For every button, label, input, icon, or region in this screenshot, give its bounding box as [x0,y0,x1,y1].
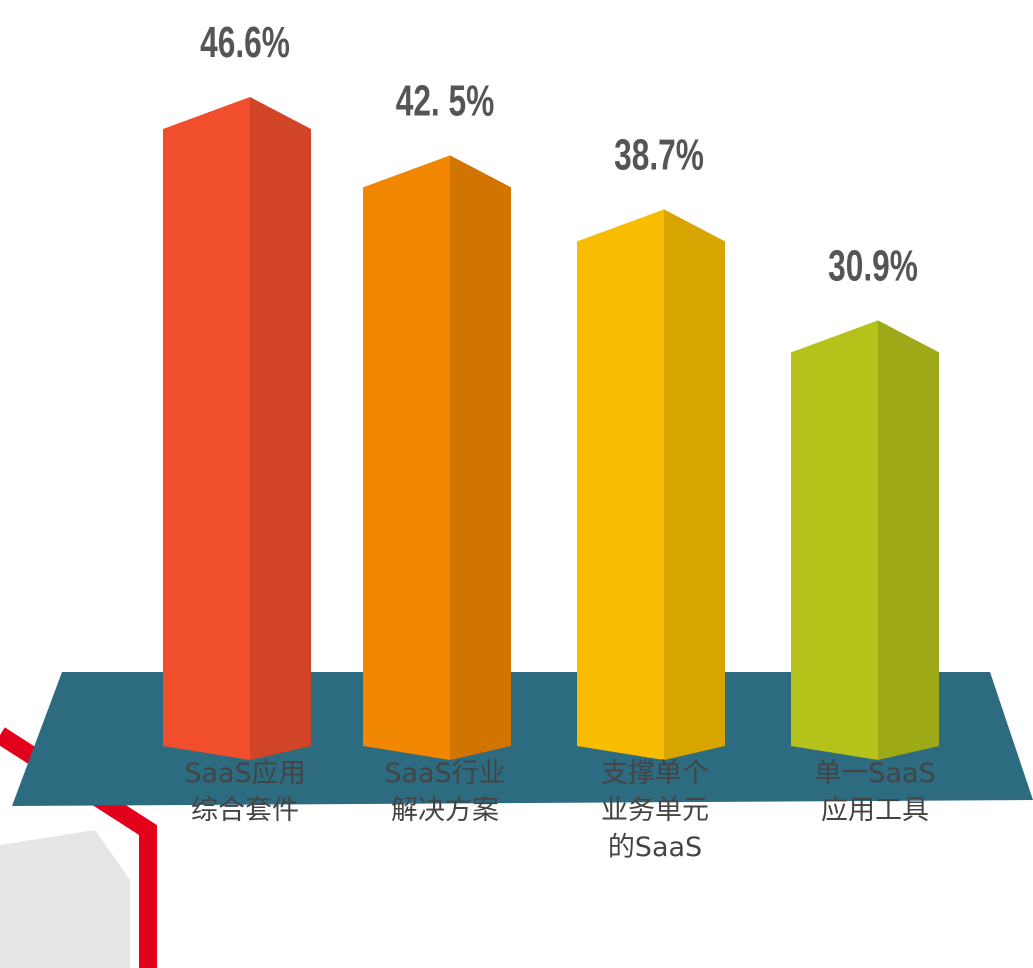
bar [791,320,939,760]
category-label: 支撑单个 业务单元 的SaaS [601,758,709,863]
bar-side [450,155,511,760]
bar [363,155,511,760]
decor-gray [0,830,130,968]
bar-front [363,155,450,760]
bar [577,209,725,761]
category-label: 单一SaaS 应用工具 [814,758,936,826]
bar-side [250,97,311,760]
bar-front [791,320,878,760]
category-label: SaaS应用 综合套件 [184,758,306,826]
bar-side [878,320,939,760]
value-label: 46.6% [200,18,290,67]
value-label: 42. 5% [396,76,495,125]
category-label: SaaS行业 解决方案 [384,758,506,826]
bar-side [664,209,725,761]
bar [163,97,311,760]
bar-front [163,97,250,760]
value-label: 38.7% [614,130,704,179]
value-label: 30.9% [828,241,918,290]
bar-front [577,209,664,761]
